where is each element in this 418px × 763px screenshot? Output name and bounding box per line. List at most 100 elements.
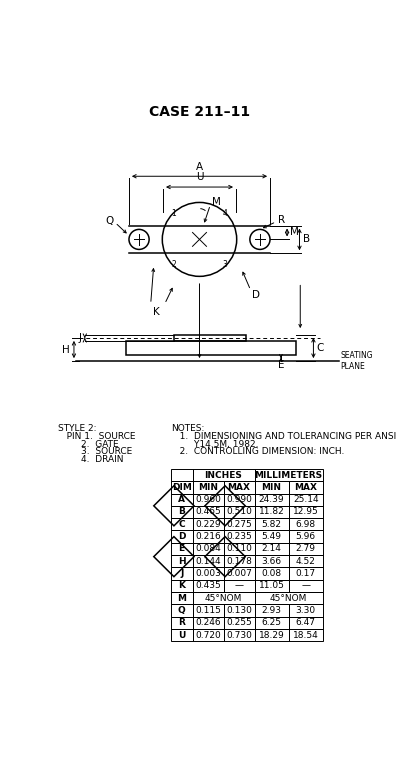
- Bar: [224, 617, 255, 629]
- Bar: [193, 468, 255, 481]
- Bar: [255, 494, 288, 506]
- Bar: [171, 555, 193, 568]
- Bar: [288, 494, 323, 506]
- Bar: [193, 592, 255, 604]
- Text: MAX: MAX: [294, 483, 317, 492]
- Text: 6.98: 6.98: [296, 520, 316, 529]
- Text: B: B: [303, 234, 310, 244]
- Bar: [288, 555, 323, 568]
- Text: M: M: [290, 227, 299, 237]
- Text: 4.52: 4.52: [296, 557, 316, 565]
- Text: 0.960: 0.960: [195, 495, 221, 504]
- Bar: [193, 604, 224, 617]
- Text: 3.  SOURCE: 3. SOURCE: [59, 447, 133, 456]
- Text: 0.990: 0.990: [226, 495, 252, 504]
- Bar: [193, 518, 224, 530]
- Text: E: E: [278, 360, 284, 370]
- Text: CASE 211–11: CASE 211–11: [149, 105, 250, 120]
- Text: 0.084: 0.084: [195, 545, 221, 553]
- Text: M: M: [177, 594, 186, 603]
- Text: U: U: [178, 631, 185, 639]
- Text: 0.003: 0.003: [195, 569, 221, 578]
- Bar: [171, 481, 193, 494]
- Text: 0.275: 0.275: [226, 520, 252, 529]
- Bar: [171, 604, 193, 617]
- Text: A: A: [196, 162, 203, 172]
- Bar: [171, 518, 193, 530]
- Bar: [224, 629, 255, 642]
- Text: C: C: [316, 343, 324, 353]
- Bar: [193, 481, 224, 494]
- Bar: [224, 542, 255, 555]
- Bar: [255, 568, 288, 580]
- Text: 11.82: 11.82: [259, 507, 285, 517]
- Text: K: K: [178, 581, 185, 591]
- Bar: [171, 617, 193, 629]
- Bar: [255, 530, 288, 542]
- Bar: [288, 542, 323, 555]
- Text: 1.  DIMENSIONING AND TOLERANCING PER ANSI: 1. DIMENSIONING AND TOLERANCING PER ANSI: [171, 432, 396, 441]
- Bar: [174, 335, 246, 341]
- Bar: [171, 468, 193, 481]
- Text: 2: 2: [171, 260, 176, 269]
- Text: 0.246: 0.246: [195, 618, 221, 627]
- Bar: [171, 530, 193, 542]
- Text: E: E: [178, 545, 185, 553]
- Bar: [171, 506, 193, 518]
- Text: —: —: [234, 581, 244, 591]
- Text: 0.435: 0.435: [195, 581, 221, 591]
- Bar: [255, 592, 323, 604]
- Bar: [255, 555, 288, 568]
- Text: D: D: [178, 532, 186, 541]
- Bar: [255, 629, 288, 642]
- Text: 0.17: 0.17: [296, 569, 316, 578]
- Text: 4: 4: [223, 210, 227, 218]
- Text: 1: 1: [171, 210, 176, 218]
- Text: 4.  DRAIN: 4. DRAIN: [59, 455, 124, 464]
- Bar: [224, 494, 255, 506]
- Text: 5.82: 5.82: [262, 520, 282, 529]
- Bar: [224, 506, 255, 518]
- Text: M: M: [212, 198, 221, 208]
- Text: 18.29: 18.29: [259, 631, 285, 639]
- Text: SEATING
PLANE: SEATING PLANE: [341, 351, 373, 371]
- Text: 0.510: 0.510: [226, 507, 252, 517]
- Text: 0.130: 0.130: [226, 606, 252, 615]
- Bar: [171, 592, 193, 604]
- Text: A: A: [178, 495, 185, 504]
- Text: J: J: [180, 569, 184, 578]
- Bar: [193, 542, 224, 555]
- Bar: [255, 481, 288, 494]
- Text: 6.47: 6.47: [296, 618, 316, 627]
- Bar: [193, 617, 224, 629]
- Bar: [255, 542, 288, 555]
- Bar: [193, 506, 224, 518]
- Bar: [171, 568, 193, 580]
- Bar: [224, 568, 255, 580]
- Text: K: K: [153, 307, 160, 317]
- Bar: [288, 568, 323, 580]
- Bar: [193, 494, 224, 506]
- Text: 6.25: 6.25: [262, 618, 282, 627]
- Bar: [193, 580, 224, 592]
- Bar: [288, 617, 323, 629]
- Text: 0.216: 0.216: [195, 532, 221, 541]
- Text: 0.720: 0.720: [195, 631, 221, 639]
- Text: 0.144: 0.144: [195, 557, 221, 565]
- Bar: [193, 530, 224, 542]
- Text: 0.255: 0.255: [226, 618, 252, 627]
- Text: —: —: [301, 581, 310, 591]
- Bar: [171, 580, 193, 592]
- Text: 0.115: 0.115: [195, 606, 221, 615]
- Bar: [255, 518, 288, 530]
- Text: 5.96: 5.96: [296, 532, 316, 541]
- Text: DIM: DIM: [172, 483, 191, 492]
- Text: PIN 1.  SOURCE: PIN 1. SOURCE: [59, 432, 136, 441]
- Text: C: C: [178, 520, 185, 529]
- Text: MILLIMETERS: MILLIMETERS: [255, 471, 323, 479]
- Text: 45°NOM: 45°NOM: [270, 594, 307, 603]
- Text: H: H: [62, 345, 70, 355]
- Text: B: B: [178, 507, 185, 517]
- Text: 0.730: 0.730: [226, 631, 252, 639]
- Bar: [255, 506, 288, 518]
